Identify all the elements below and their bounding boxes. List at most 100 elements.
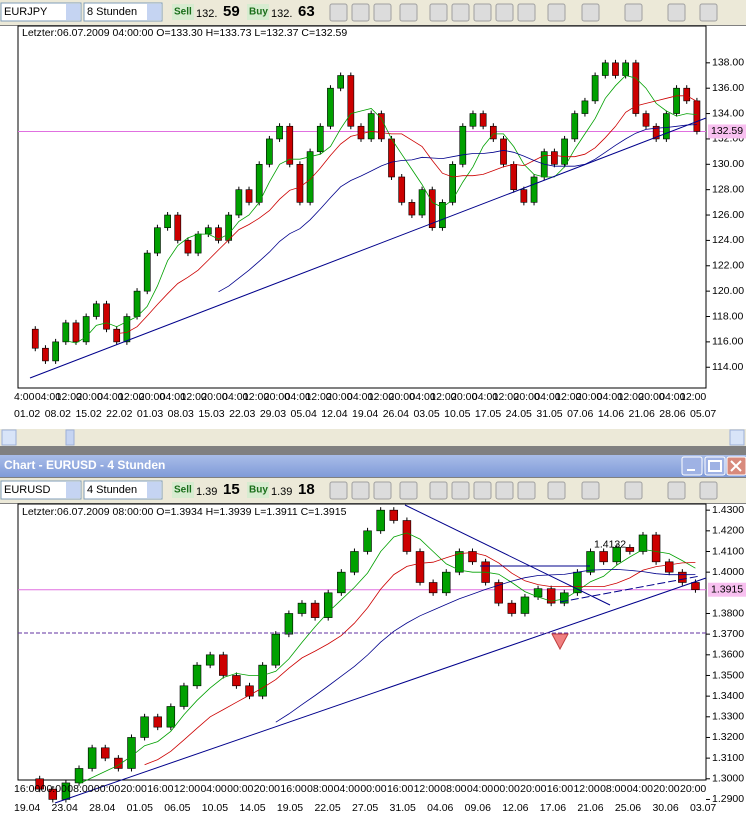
candle xyxy=(398,176,406,203)
candle xyxy=(418,189,426,216)
x-time-label: 12:00 xyxy=(118,391,144,403)
candle xyxy=(154,227,161,254)
period-select[interactable] xyxy=(83,2,163,22)
x-time-label: 20:00 xyxy=(520,783,546,795)
tool-icon[interactable] xyxy=(517,3,536,22)
x-date-label: 25.06 xyxy=(615,802,641,814)
candle xyxy=(184,240,192,254)
y-tick-label: 126.00 xyxy=(712,209,744,221)
tool-icon[interactable] xyxy=(373,481,392,500)
candle xyxy=(337,571,346,594)
candle xyxy=(468,551,477,563)
minimize-icon xyxy=(687,469,695,471)
candle xyxy=(310,602,320,618)
buy-button[interactable] xyxy=(247,4,269,20)
tool-icon[interactable] xyxy=(495,3,514,22)
x-time-label: 00:00 xyxy=(360,783,386,795)
x-time-label: 04:00 xyxy=(627,783,653,795)
tool-icon[interactable] xyxy=(429,481,448,500)
sell-button[interactable] xyxy=(172,482,194,498)
candle xyxy=(205,654,215,666)
x-time-label: 20:00 xyxy=(514,391,540,403)
scroll-right[interactable] xyxy=(729,429,745,446)
minimize-button[interactable] xyxy=(681,456,703,476)
tool-icon[interactable] xyxy=(624,3,643,22)
buy-price-pips: 63 xyxy=(298,3,315,20)
candle xyxy=(113,328,121,343)
candle xyxy=(153,716,162,728)
candle xyxy=(678,571,687,583)
tool-icon[interactable] xyxy=(699,481,718,500)
candle xyxy=(378,113,385,140)
tool-icon[interactable] xyxy=(451,3,470,22)
last-price-label: 132.59 xyxy=(711,125,743,137)
x-date-label: 21.06 xyxy=(629,408,655,420)
candle xyxy=(561,138,568,165)
dropdown-btn[interactable] xyxy=(147,4,161,20)
trend-line xyxy=(404,504,611,606)
moving-average xyxy=(65,75,697,344)
y-tick-label: 1.3600 xyxy=(712,649,744,661)
tool-icon[interactable] xyxy=(547,481,566,500)
tool-icon[interactable] xyxy=(547,3,566,22)
tool-icon[interactable] xyxy=(351,481,370,500)
x-time-label: 20:00 xyxy=(139,391,165,403)
x-time-label: 4:00 xyxy=(14,391,35,403)
candle xyxy=(442,571,451,594)
tool-icon[interactable] xyxy=(581,481,600,500)
dropdown-btn[interactable] xyxy=(66,4,80,20)
tool-icon[interactable] xyxy=(373,3,392,22)
y-tick-label: 124.00 xyxy=(712,234,744,246)
x-date-label: 17.06 xyxy=(540,802,566,814)
tool-icon[interactable] xyxy=(667,3,686,22)
scroll-left[interactable] xyxy=(1,429,17,446)
tool-icon[interactable] xyxy=(624,481,643,500)
window-titlebar xyxy=(0,455,746,477)
candle xyxy=(479,113,487,127)
tool-icon[interactable] xyxy=(351,3,370,22)
tool-icon[interactable] xyxy=(699,3,718,22)
symbol-select[interactable] xyxy=(0,480,82,500)
candle xyxy=(166,706,176,728)
scroll-thumb[interactable] xyxy=(65,429,75,446)
x-time-label: 20:00 xyxy=(326,391,352,403)
buy-button[interactable] xyxy=(247,482,269,498)
candle xyxy=(663,113,670,140)
candle xyxy=(72,322,80,343)
x-date-label: 27.05 xyxy=(352,802,378,814)
candle xyxy=(642,113,650,127)
tool-icon[interactable] xyxy=(667,481,686,500)
period-select[interactable] xyxy=(83,480,163,500)
tool-icon[interactable] xyxy=(451,481,470,500)
tool-icon[interactable] xyxy=(495,481,514,500)
scrollbar[interactable] xyxy=(0,429,746,446)
x-time-label: 12:00 xyxy=(493,391,519,403)
candle xyxy=(573,571,582,594)
symbol-text: EURUSD xyxy=(4,484,51,496)
tool-icon[interactable] xyxy=(329,3,348,22)
tool-icon[interactable] xyxy=(473,3,492,22)
tool-icon[interactable] xyxy=(399,3,418,22)
candle xyxy=(179,685,189,707)
dropdown-btn[interactable] xyxy=(66,482,80,498)
y-tick-label: 1.3000 xyxy=(712,773,744,785)
x-date-label: 14.05 xyxy=(239,802,265,814)
x-time-label: 12:00 xyxy=(680,391,706,403)
tool-icon[interactable] xyxy=(581,3,600,22)
candle xyxy=(510,164,518,190)
tool-icon[interactable] xyxy=(429,3,448,22)
symbol-select[interactable] xyxy=(0,2,82,22)
candle xyxy=(520,189,528,203)
tool-icon[interactable] xyxy=(473,481,492,500)
candle xyxy=(350,551,359,573)
tool-icon[interactable] xyxy=(329,481,348,500)
x-date-label: 05.04 xyxy=(291,408,317,420)
tool-icon[interactable] xyxy=(517,481,536,500)
buy-price-main: 132. xyxy=(271,8,292,20)
dropdown-btn[interactable] xyxy=(147,482,161,498)
candle xyxy=(82,316,90,343)
sell-button[interactable] xyxy=(172,4,194,20)
x-time-label: 00:00 xyxy=(94,783,120,795)
tool-icon[interactable] xyxy=(399,481,418,500)
window-buttons[interactable] xyxy=(681,456,746,476)
